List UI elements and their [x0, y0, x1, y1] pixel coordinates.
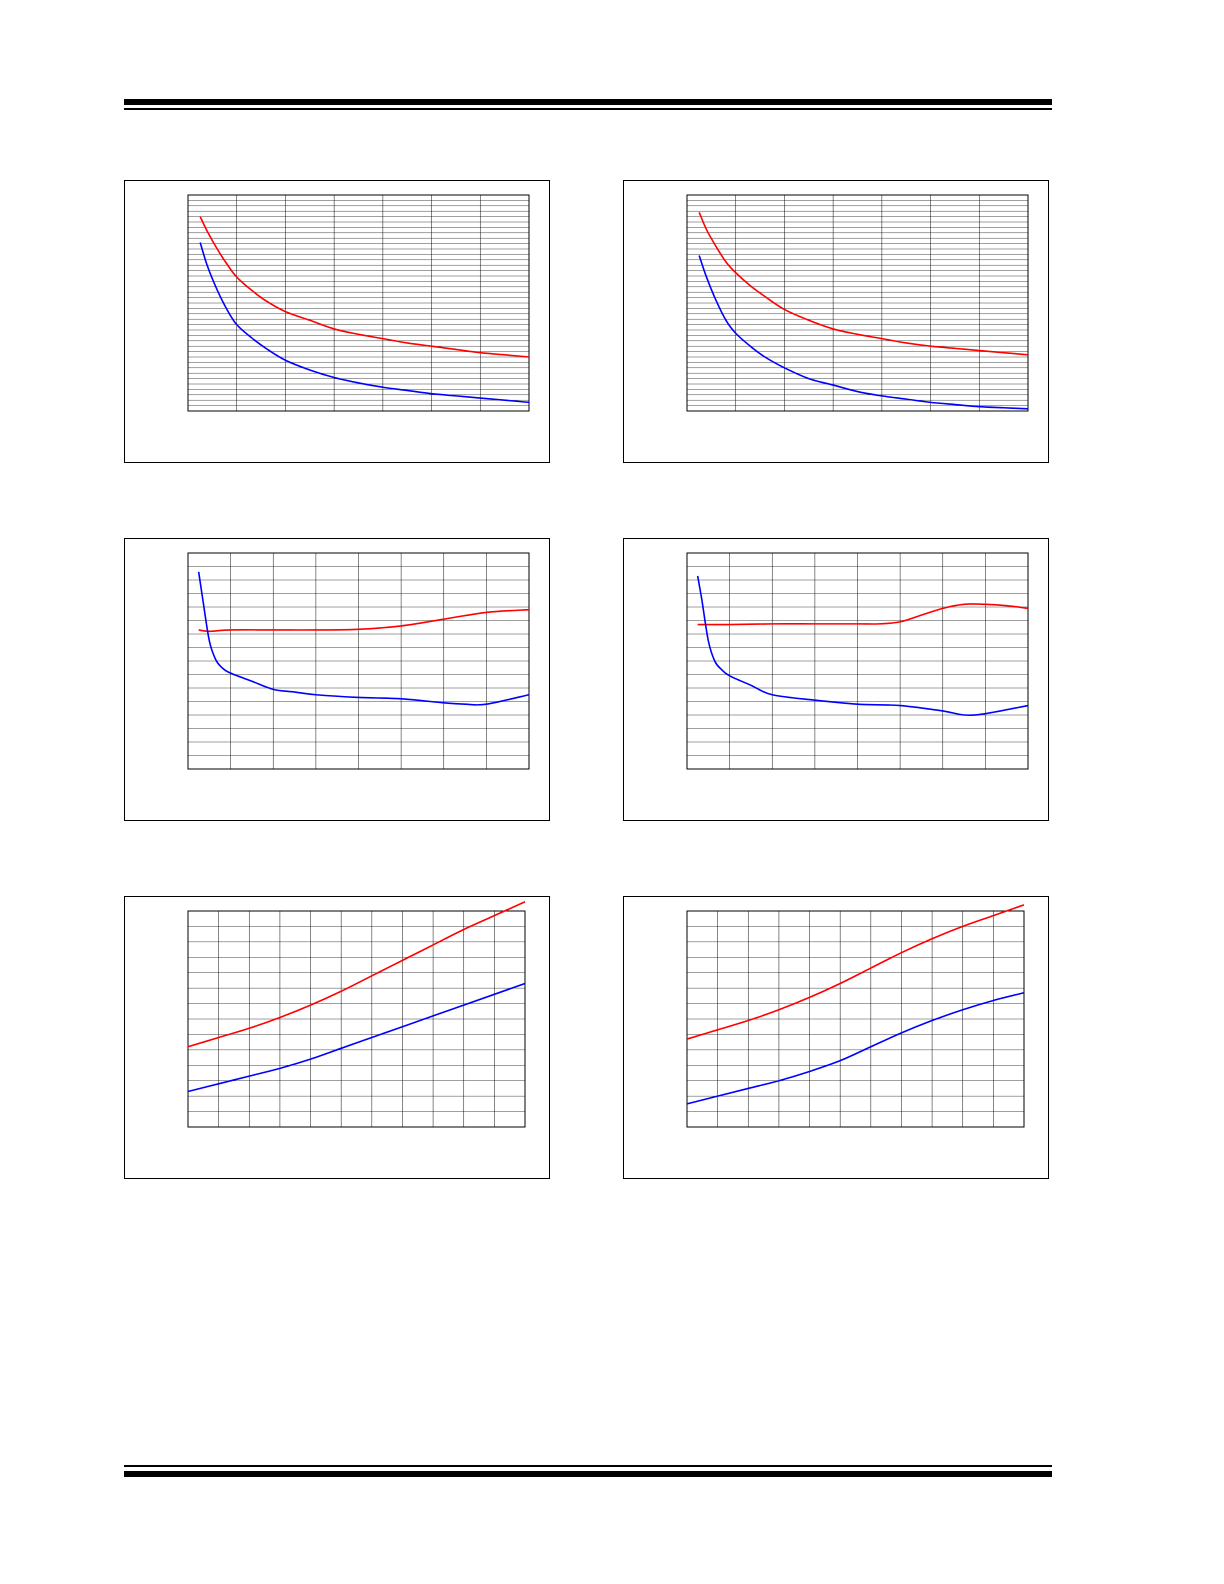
plot-area-frame [187, 194, 530, 412]
chart-panel-5 [124, 896, 550, 1179]
chart-svg-1 [187, 194, 530, 412]
series-line-red [686, 904, 1025, 1040]
series-line-red [698, 211, 1029, 356]
footer-rule-thin [124, 1465, 1052, 1467]
chart-svg-6 [686, 904, 1025, 1128]
header-rule-thick [124, 99, 1052, 105]
plot-area-frame [686, 194, 1029, 412]
header-rule-thin [124, 108, 1052, 110]
series-line-red [198, 608, 530, 633]
chart-svg-3 [187, 552, 530, 770]
plot-area-frame [187, 910, 526, 1128]
series-line-red [199, 216, 530, 358]
footer-rule-thick [124, 1471, 1052, 1477]
plot-area-frame [187, 552, 530, 770]
plot-area-frame [686, 910, 1025, 1128]
series-line-red [187, 901, 526, 1048]
series-line-blue [199, 242, 530, 404]
series-line-red [697, 603, 1029, 626]
chart-panel-4 [623, 538, 1049, 821]
series-line-blue [698, 255, 1029, 410]
chart-svg-2 [686, 194, 1029, 412]
chart-panel-2 [623, 180, 1049, 463]
series-line-blue [197, 571, 530, 706]
chart-panel-1 [124, 180, 550, 463]
chart-svg-5 [187, 901, 526, 1128]
chart-panel-6 [623, 896, 1049, 1179]
plot-area-frame [686, 552, 1029, 770]
series-line-blue [187, 982, 526, 1093]
series-line-blue [686, 991, 1025, 1105]
chart-panel-3 [124, 538, 550, 821]
series-line-blue [696, 575, 1029, 716]
chart-svg-4 [686, 552, 1029, 770]
